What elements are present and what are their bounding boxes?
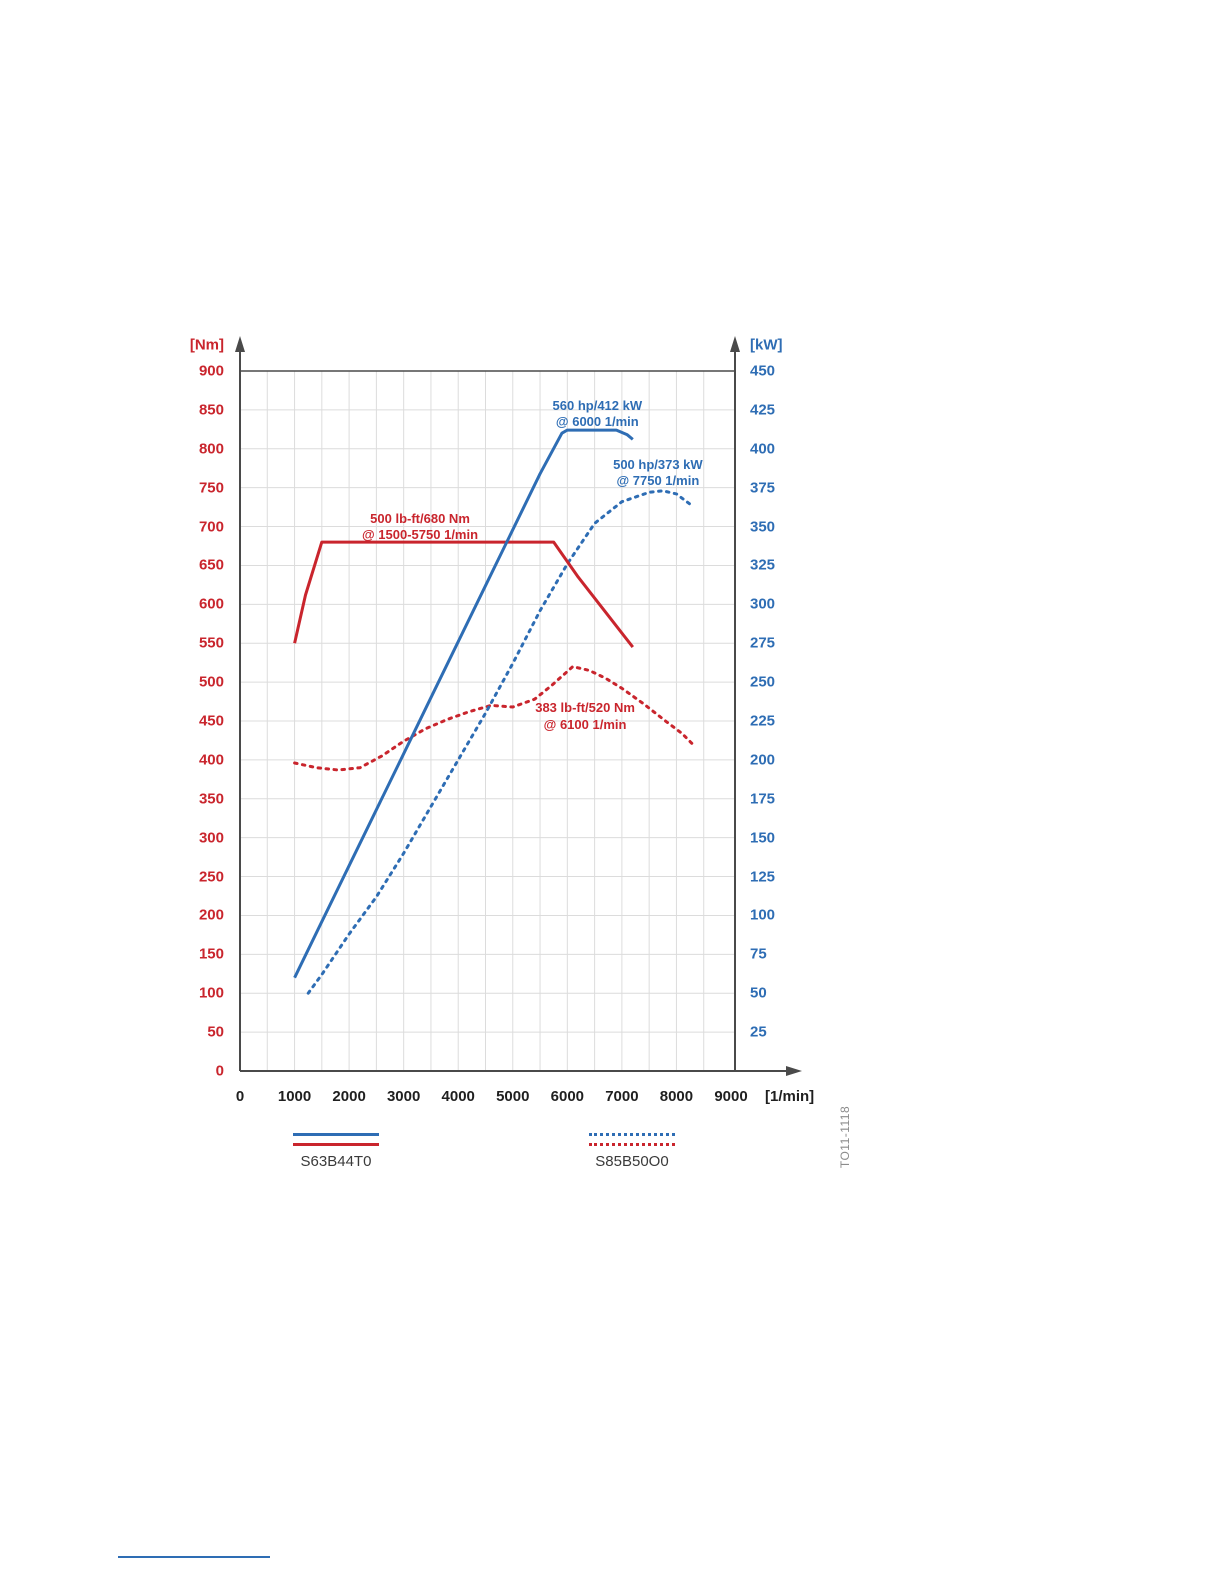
x-tick-label: 8000 — [659, 1088, 694, 1105]
y-left-tick-label: 850 — [198, 401, 224, 419]
y-left-tick-label: 350 — [198, 790, 224, 808]
y-right-tick-label: 350 — [750, 518, 776, 536]
y-right-axis-arrow — [730, 336, 740, 352]
y-left-axis-arrow — [235, 336, 245, 352]
y-left-tick-label: 300 — [198, 829, 224, 847]
y-left-tick-label: 0 — [215, 1062, 224, 1080]
y-right-tick-label: 175 — [750, 790, 776, 808]
y-left-tick-label: 800 — [198, 440, 224, 458]
legend-label-s85b50o0: S85B50O0 — [595, 1153, 669, 1170]
y-right-axis-unit-label: [kW] — [750, 336, 783, 354]
annotation-s63-torque-peak: 500 lb-ft/680 Nm @ 1500-5750 1/min — [362, 510, 479, 542]
legend-dotted-red-line — [589, 1143, 675, 1146]
series-s85-torque — [293, 665, 695, 772]
legend-solid-red-line — [293, 1143, 379, 1146]
y-left-tick-label: 100 — [198, 984, 224, 1002]
x-tick-label: 1000 — [277, 1088, 312, 1105]
y-right-tick-label: 425 — [750, 401, 776, 419]
y-right-tick-label: 375 — [750, 479, 776, 497]
y-left-tick-label: 550 — [198, 634, 224, 652]
x-tick-label: 7000 — [605, 1088, 639, 1105]
y-right-tick-label: 200 — [750, 751, 776, 769]
y-left-tick-label: 500 — [198, 673, 224, 691]
legend-dotted-blue-line — [589, 1133, 675, 1136]
y-left-tick-label: 700 — [198, 518, 224, 536]
y-left-tick-label: 600 — [198, 595, 224, 613]
x-axis-unit-label: [1/min] — [765, 1088, 815, 1105]
footer-rule — [118, 1556, 270, 1558]
y-left-tick-label: 400 — [198, 751, 224, 769]
y-right-tick-label: 450 — [750, 362, 776, 380]
y-left-tick-label: 900 — [198, 362, 224, 380]
y-right-tick-label: 150 — [750, 829, 776, 847]
x-tick-label: 3000 — [386, 1088, 421, 1105]
legend-solid-blue-line — [293, 1133, 379, 1136]
y-left-tick-label: 450 — [198, 712, 224, 730]
x-tick-label: 9000 — [714, 1088, 748, 1105]
x-tick-label: 6000 — [550, 1088, 585, 1105]
annotation-s63-power-peak: 560 hp/412 kW @ 6000 1/min — [552, 397, 643, 429]
y-right-tick-label: 100 — [750, 906, 776, 924]
y-left-tick-label: 150 — [198, 945, 224, 963]
x-tick-label: 5000 — [496, 1088, 530, 1105]
legend-label-s63b44t0: S63B44T0 — [300, 1153, 372, 1170]
y-right-tick-label: 400 — [750, 440, 776, 458]
y-right-tick-label: 25 — [750, 1023, 767, 1041]
y-left-tick-label: 200 — [198, 906, 224, 924]
y-left-tick-label: 650 — [198, 556, 224, 574]
y-left-tick-label: 750 — [198, 479, 224, 497]
y-right-tick-label: 125 — [750, 868, 776, 886]
y-right-tick-label: 225 — [750, 712, 776, 730]
y-right-tick-label: 250 — [750, 673, 776, 691]
series-s85-power — [306, 489, 695, 995]
y-left-tick-label: 50 — [207, 1023, 224, 1041]
legend-entry-s85b50o0: S85B50O0 — [589, 1133, 675, 1170]
x-tick-label: 4000 — [441, 1088, 475, 1105]
legend-entry-s63b44t0: S63B44T0 — [293, 1133, 379, 1170]
x-tick-label: 2000 — [332, 1088, 366, 1105]
series-s63-torque — [293, 540, 634, 649]
annotation-s85-power-peak: 500 hp/373 kW @ 7750 1/min — [613, 456, 703, 488]
x-tick-label: 0 — [235, 1088, 245, 1105]
y-left-axis-unit-label: [Nm] — [189, 336, 224, 354]
y-right-tick-label: 325 — [750, 556, 776, 574]
y-right-tick-label: 50 — [750, 984, 767, 1002]
y-right-tick-label: 75 — [750, 945, 767, 963]
y-left-tick-label: 250 — [198, 868, 224, 886]
x-axis-arrow — [786, 1066, 802, 1076]
annotation-s85-torque-peak: 383 lb-ft/520 Nm @ 6100 1/min — [535, 700, 635, 732]
y-right-tick-label: 275 — [750, 634, 776, 652]
y-right-tick-label: 300 — [750, 595, 776, 613]
series-s63-power — [293, 428, 634, 979]
drawing-number-watermark: TO11-1118 — [838, 1105, 852, 1169]
